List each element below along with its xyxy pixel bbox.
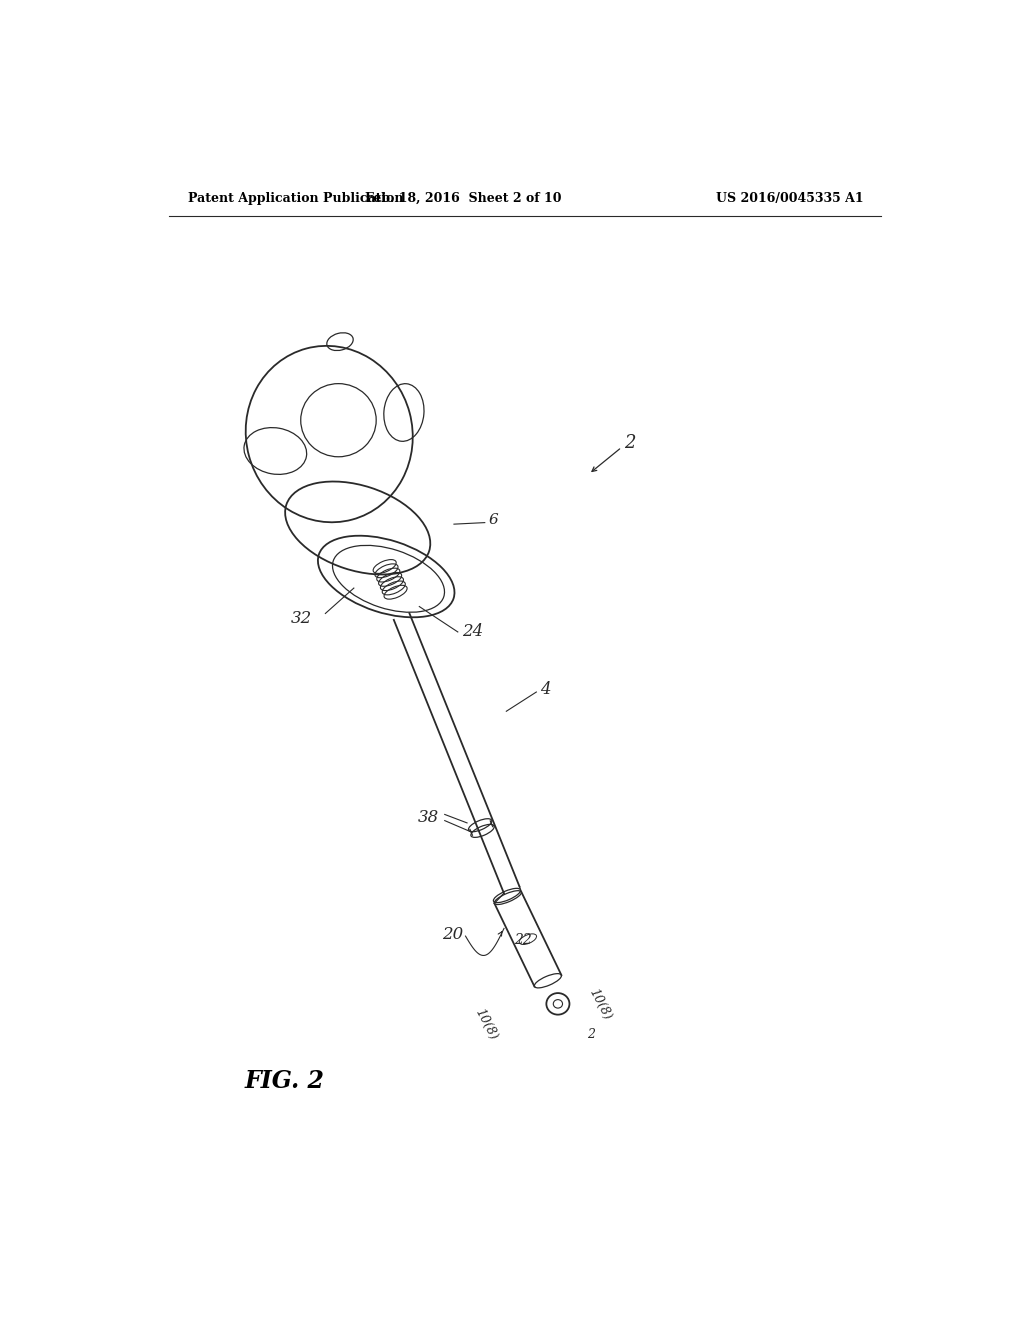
Text: Patent Application Publication: Patent Application Publication [188,191,403,205]
Text: 24: 24 [462,623,483,640]
Text: 20: 20 [442,927,463,942]
Text: 10(8): 10(8) [587,986,614,1022]
Text: 32: 32 [291,610,312,627]
Text: 22: 22 [514,933,532,946]
Text: Feb. 18, 2016  Sheet 2 of 10: Feb. 18, 2016 Sheet 2 of 10 [365,191,561,205]
Text: 6: 6 [488,513,499,527]
Text: FIG. 2: FIG. 2 [245,1069,325,1093]
Text: 10(8): 10(8) [473,1007,500,1043]
Text: US 2016/0045335 A1: US 2016/0045335 A1 [716,191,863,205]
Text: 2: 2 [587,1028,595,1041]
Text: 4: 4 [541,681,551,698]
Text: 38: 38 [418,809,438,826]
Text: 2: 2 [624,434,635,453]
